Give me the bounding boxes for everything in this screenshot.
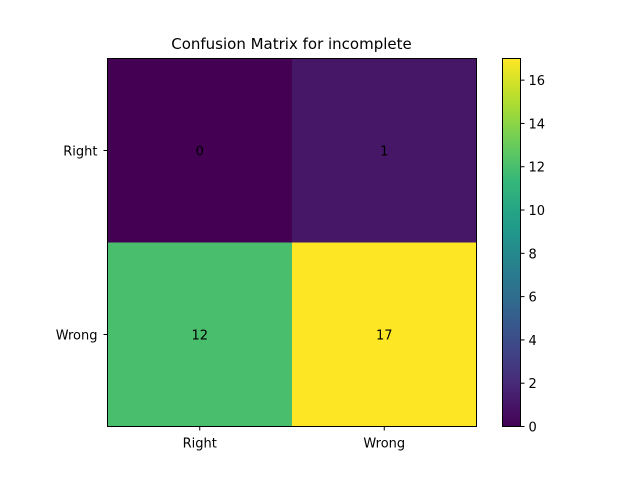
cell-value-label: 1 — [380, 145, 388, 160]
colorbar-tick-label: 8 — [529, 247, 537, 262]
colorbar: 0 2 4 6 8 10 12 14 16 — [502, 58, 546, 436]
axes: Right Wrong Right Wrong — [56, 58, 477, 452]
cell-value-label: 17 — [376, 329, 393, 344]
colorbar-tick-label: 10 — [529, 204, 546, 219]
heatmap-cell — [292, 242, 477, 427]
y-tick-label: Right — [63, 145, 97, 160]
colorbar-tick-label: 6 — [529, 291, 537, 306]
heatmap-cell — [292, 58, 477, 243]
heatmap-cells: 0 1 12 17 — [107, 58, 477, 427]
x-tick-label: Right — [183, 437, 217, 452]
heatmap-cell — [107, 242, 292, 427]
colorbar-tick-label: 2 — [529, 377, 537, 392]
heatmap-cell — [107, 58, 292, 243]
x-tick-label: Wrong — [363, 437, 405, 452]
y-tick-label: Wrong — [56, 329, 98, 344]
cell-value-label: 0 — [196, 145, 204, 160]
colorbar-tick-label: 14 — [529, 117, 546, 132]
colorbar-gradient — [502, 58, 521, 427]
cell-value-label: 12 — [191, 329, 208, 344]
chart-title: Confusion Matrix for incomplete — [171, 35, 412, 53]
colorbar-tick-label: 4 — [529, 334, 537, 349]
colorbar-tick-label: 0 — [529, 421, 537, 436]
colorbar-tick-label: 16 — [529, 74, 546, 89]
plot-frame — [107, 58, 477, 427]
colorbar-tick-label: 12 — [529, 161, 546, 176]
